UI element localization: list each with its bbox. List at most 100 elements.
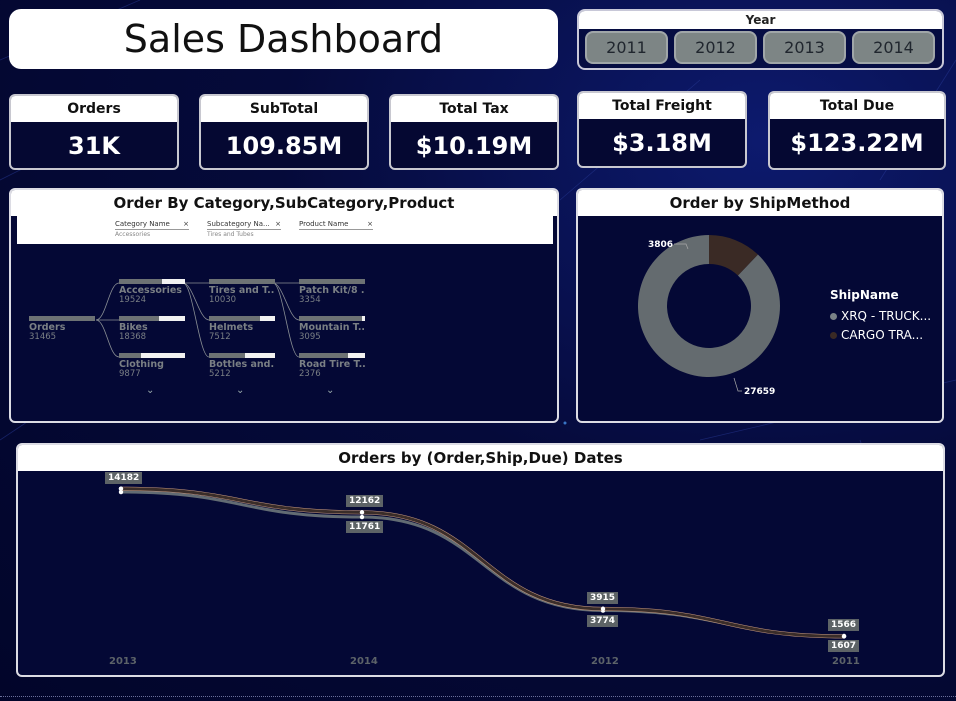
- line-series-1[interactable]: [120, 487, 845, 638]
- donut-leader-line: [674, 243, 689, 250]
- kpi-total-freight-label: Total Freight: [579, 93, 745, 119]
- shipmethod-card: Order by ShipMethod 3806 27659 ShipName X…: [576, 188, 944, 423]
- tree-node-patch-kit[interactable]: Patch Kit/8 ... 3354: [299, 279, 365, 305]
- decomposition-tree-title: Order By Category,SubCategory,Product: [11, 190, 557, 216]
- dates-line-chart: [118, 486, 847, 639]
- filter-category-name: Category Name: [115, 220, 170, 228]
- kpi-total-due-label: Total Due: [770, 93, 944, 119]
- page-footer-divider: [0, 696, 956, 698]
- kpi-subtotal: SubTotal 109.85M: [199, 94, 369, 170]
- line-series-0[interactable]: [120, 486, 845, 639]
- legend-item-xrq[interactable]: XRQ - TRUCK...: [830, 309, 931, 323]
- line-point[interactable]: [118, 486, 124, 491]
- shipmethod-donut: 3806 27659: [638, 235, 780, 397]
- tree-bar-fill: [245, 353, 275, 358]
- tree-node-label: Helmets: [209, 323, 254, 333]
- year-button-2012[interactable]: 2012: [674, 31, 757, 64]
- tree-node-count: 31465: [29, 332, 57, 342]
- filter-subcategory[interactable]: Subcategory Na... × Tires and Tubes: [207, 220, 281, 244]
- kpi-total-due-value: $123.22M: [790, 129, 924, 157]
- tree-node-mountain-tube[interactable]: Mountain T... 3095: [299, 316, 365, 342]
- line-data-label: 11761: [346, 521, 384, 534]
- tree-bar-fill: [361, 316, 365, 321]
- close-icon[interactable]: ×: [275, 220, 281, 228]
- filter-strip: Category Name × Accessories Subcategory N…: [17, 216, 553, 244]
- tree-bar-fill: [260, 316, 275, 321]
- tree-node-label: Tires and T...: [209, 286, 275, 296]
- donut-leader-line: [733, 377, 742, 392]
- year-slicer: Year 2011 2012 2013 2014: [577, 9, 944, 70]
- kpi-orders-label: Orders: [11, 96, 177, 122]
- tree-node-count: 2376: [299, 369, 321, 379]
- tree-node-bottles[interactable]: Bottles and... 5212: [209, 353, 275, 379]
- filter-subcategory-name: Subcategory Na...: [207, 220, 270, 228]
- x-tick-label: 2011: [832, 656, 860, 667]
- x-tick-label: 2014: [350, 656, 378, 667]
- kpi-subtotal-label: SubTotal: [201, 96, 367, 122]
- legend-label: XRQ - TRUCK...: [841, 309, 932, 323]
- tree-node-orders[interactable]: Orders 31465: [29, 316, 95, 342]
- tree-node-count: 3354: [299, 295, 321, 305]
- tree-node-count: 18368: [119, 332, 147, 342]
- line-point[interactable]: [359, 514, 365, 520]
- tree-node-count: 7512: [209, 332, 231, 342]
- filter-product[interactable]: Product Name ×: [299, 220, 373, 244]
- line-data-label: 12162: [346, 495, 384, 508]
- legend-dot: [830, 312, 837, 320]
- tree-node-clothing[interactable]: Clothing 9877: [119, 353, 185, 379]
- tree-node-label: Mountain T...: [299, 323, 365, 333]
- year-button-2014[interactable]: 2014: [852, 31, 935, 64]
- tree-node-label: Road Tire T...: [299, 360, 365, 370]
- chevron-down-icon[interactable]: ⌄: [146, 385, 155, 396]
- x-tick-label: 2012: [591, 656, 619, 667]
- legend-item-cargo[interactable]: CARGO TRA...: [830, 328, 923, 342]
- tree-node-count: 9877: [119, 369, 141, 379]
- line-point[interactable]: [118, 489, 124, 495]
- line-point[interactable]: [841, 634, 847, 639]
- line-data-label: 14182: [105, 471, 143, 484]
- kpi-total-tax-label: Total Tax: [391, 96, 557, 122]
- line-data-label: 3915: [587, 591, 619, 604]
- tree-node-accessories[interactable]: Accessories 19524: [119, 279, 185, 305]
- tree-node-helmets[interactable]: Helmets 7512: [209, 316, 275, 342]
- tree-node-label: Patch Kit/8 ...: [299, 286, 365, 296]
- tree-node-tires[interactable]: Tires and T... 10030: [209, 279, 275, 305]
- line-data-label: 1566: [828, 619, 860, 632]
- dates-line-title: Orders by (Order,Ship,Due) Dates: [18, 445, 943, 471]
- tree-bar-fill: [141, 353, 185, 358]
- line-point[interactable]: [600, 606, 606, 612]
- tree-node-label: Clothing: [119, 360, 164, 370]
- donut-data-label: 27659: [744, 387, 775, 397]
- tree-node-count: 5212: [209, 369, 231, 379]
- tree-node-count: 19524: [119, 295, 147, 305]
- tree-connectors: [95, 282, 300, 358]
- close-icon[interactable]: ×: [183, 220, 189, 228]
- kpi-total-freight-value: $3.18M: [612, 129, 712, 157]
- tree-bar-fill: [161, 279, 185, 284]
- tree-node-bikes[interactable]: Bikes 18368: [119, 316, 185, 342]
- year-slicer-label: Year: [579, 11, 942, 29]
- close-icon[interactable]: ×: [367, 220, 373, 228]
- tree-node-road-tire[interactable]: Road Tire T... 2376: [299, 353, 365, 379]
- year-button-2011[interactable]: 2011: [585, 31, 668, 64]
- filter-category[interactable]: Category Name × Accessories: [115, 220, 189, 244]
- legend-dot: [830, 331, 837, 339]
- chevron-down-icon[interactable]: ⌄: [236, 385, 245, 396]
- line-data-label: 1607: [828, 639, 860, 652]
- dashboard-title: Sales Dashboard: [9, 9, 558, 69]
- tree-node-count: 3095: [299, 332, 321, 342]
- donut-slice-0[interactable]: [638, 235, 780, 377]
- kpi-total-tax: Total Tax $10.19M: [389, 94, 559, 170]
- legend-label: CARGO TRA...: [841, 328, 924, 342]
- x-tick-label: 2013: [109, 656, 137, 667]
- tree-node-label: Orders: [29, 323, 66, 333]
- donut-data-label: 3806: [648, 240, 673, 250]
- donut-slice-1[interactable]: [709, 235, 758, 276]
- tree-bar-fill: [347, 353, 365, 358]
- line-point[interactable]: [359, 510, 365, 515]
- year-button-2013[interactable]: 2013: [763, 31, 846, 64]
- tree-node-label: Bikes: [119, 323, 148, 333]
- tree-node-label: Accessories: [119, 286, 182, 296]
- chevron-down-icon[interactable]: ⌄: [326, 385, 335, 396]
- line-series-2[interactable]: [120, 490, 845, 638]
